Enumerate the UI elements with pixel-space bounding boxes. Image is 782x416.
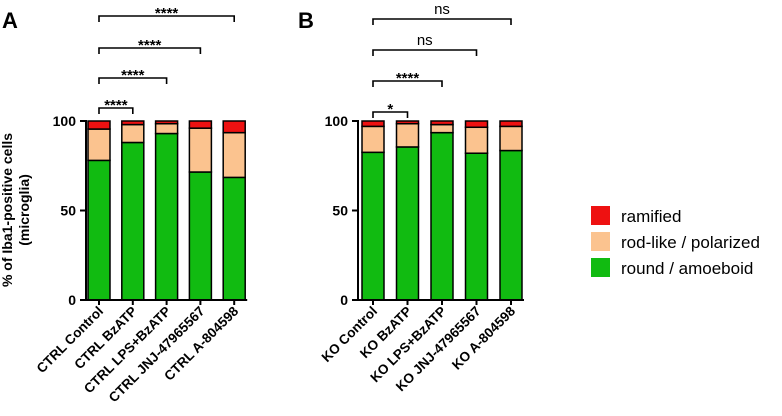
panel-letter: B (298, 8, 314, 33)
bar-segment-rod-like-polarized (499, 125, 523, 152)
y-tick-label: 0 (68, 292, 76, 308)
bracket-line (372, 49, 478, 56)
bar-1 (87, 120, 111, 301)
bar-segment-rod-like-polarized (361, 125, 385, 154)
y-tick-label: 100 (325, 113, 349, 129)
bar-segment-rod-like-polarized (87, 128, 111, 162)
bar-segment-ramified (154, 120, 179, 125)
bar-segment-round-amoeboid (361, 151, 385, 301)
significance-bracket: **** (98, 37, 202, 54)
panel-a: A% of Iba1-positive cells(microglia)CTRL… (0, 5, 248, 405)
y-tick-label: 0 (340, 292, 348, 308)
significance-label: **** (138, 37, 162, 54)
bracket-line (372, 18, 512, 25)
significance-bracket: **** (98, 97, 134, 114)
panel-letter: A (2, 8, 18, 33)
bracket-line (98, 47, 202, 54)
bar-segment-rod-like-polarized (430, 123, 454, 134)
legend-swatch (591, 258, 610, 277)
y-tick-label: 50 (60, 203, 76, 219)
significance-bracket: ns (372, 1, 512, 25)
bar-segment-ramified (499, 120, 523, 128)
bar-segment-ramified (430, 120, 454, 126)
bar-segment-ramified (121, 120, 145, 126)
significance-label: ns (417, 32, 433, 49)
bar-segment-ramified (87, 120, 111, 130)
bar-segment-round-amoeboid (430, 131, 454, 301)
bar-segment-ramified (361, 120, 385, 128)
bracket-line (372, 80, 443, 87)
bar-5 (222, 120, 246, 301)
legend-label: round / amoeboid (621, 259, 753, 278)
bar-segment-round-amoeboid (464, 152, 489, 301)
bar-segment-round-amoeboid (222, 176, 246, 301)
bar-segment-rod-like-polarized (154, 122, 179, 135)
bar-segment-ramified (464, 120, 489, 129)
bar-1 (361, 120, 385, 301)
bar-segment-rod-like-polarized (121, 123, 145, 144)
y-tick-label: 50 (332, 203, 348, 219)
bar-segment-round-amoeboid (121, 141, 145, 301)
bar-4 (188, 120, 213, 301)
bar-segment-round-amoeboid (154, 132, 179, 301)
y-axis-label-line: (microglia) (16, 174, 32, 246)
significance-label: **** (121, 67, 145, 84)
significance-label: * (387, 101, 393, 118)
legend-swatch (591, 206, 610, 225)
significance-bracket: * (372, 101, 409, 118)
bar-segment-round-amoeboid (188, 171, 213, 301)
bar-4 (464, 120, 489, 301)
bar-2 (395, 120, 420, 301)
legend-swatch (591, 232, 610, 251)
significance-bracket: **** (98, 67, 168, 84)
bar-segment-rod-like-polarized (222, 131, 246, 179)
bracket-line (98, 107, 134, 114)
bar-segment-ramified (222, 120, 246, 134)
bar-segment-rod-like-polarized (188, 127, 213, 173)
significance-label: **** (396, 70, 420, 87)
legend: ramified rod-like / polarized round / amoe… (591, 206, 760, 278)
significance-label: ns (434, 1, 450, 18)
significance-bracket: **** (98, 5, 235, 22)
significance-bracket: ns (372, 32, 478, 56)
y-tick-label: 100 (53, 113, 77, 129)
bar-5 (499, 120, 523, 301)
bar-segment-ramified (395, 120, 420, 125)
y-axis-label: % of Iba1-positive cells(microglia) (0, 133, 32, 287)
bar-segment-rod-like-polarized (464, 126, 489, 154)
bar-segment-rod-like-polarized (395, 122, 420, 148)
bar-3 (154, 120, 179, 301)
bar-segment-round-amoeboid (499, 149, 523, 301)
bar-2 (121, 120, 145, 301)
bracket-line (372, 111, 409, 118)
bracket-line (98, 15, 235, 22)
bar-segment-ramified (188, 120, 213, 129)
significance-label: **** (104, 97, 128, 114)
legend-label: rod-like / polarized (621, 233, 760, 252)
significance-label: **** (155, 5, 179, 22)
bar-segment-round-amoeboid (87, 159, 111, 301)
bar-segment-round-amoeboid (395, 146, 420, 301)
y-axis-label-line: % of Iba1-positive cells (0, 133, 15, 287)
legend-label: ramified (621, 207, 681, 226)
bar-3 (430, 120, 454, 301)
significance-bracket: **** (372, 70, 443, 87)
bracket-line (98, 77, 168, 84)
